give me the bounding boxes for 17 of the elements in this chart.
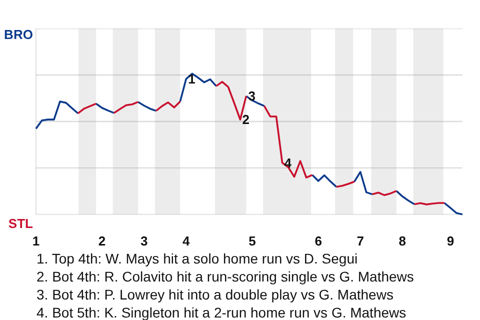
- text: 2. Bot 4th: R. Colavito hit a run-scoring single vs G. Mathews: [36, 268, 414, 284]
- text: 1. Top 4th: W. Mays hit a solo home run vs D. Segui: [36, 250, 358, 266]
- x-tick-label: 1: [32, 234, 40, 248]
- annotation: 2: [242, 112, 250, 128]
- x-tick-label: 9: [446, 234, 454, 248]
- annotation: 4: [284, 155, 292, 170]
- x-tick-label: 4: [182, 234, 191, 248]
- x-tick-label: 2: [98, 234, 106, 248]
- text: BRO: [4, 27, 33, 42]
- text: STL: [8, 216, 34, 231]
- annotation: 1: [188, 71, 196, 86]
- x-tick-label: 5: [248, 234, 256, 248]
- x-tick-label: 3: [140, 234, 148, 248]
- text: 3. Bot 4th: P. Lowrey hit into a double play vs G. Mathews: [36, 286, 394, 302]
- x-tick-label: 6: [314, 234, 322, 248]
- x-tick-label: 7: [356, 234, 364, 248]
- x-tick-label: 8: [398, 234, 406, 248]
